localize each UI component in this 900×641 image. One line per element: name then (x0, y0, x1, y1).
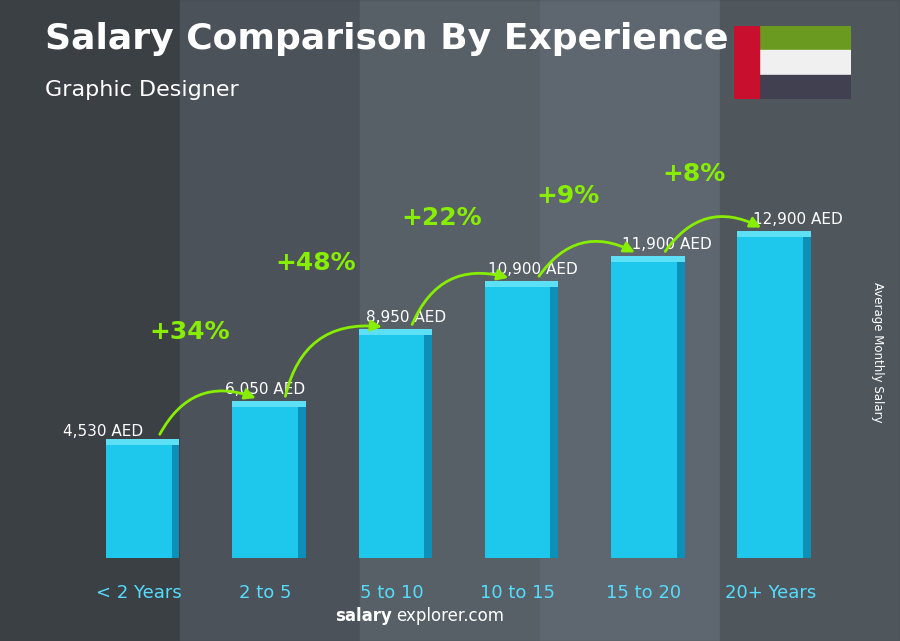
Text: 4,530 AED: 4,530 AED (63, 424, 143, 439)
Bar (551, 287, 558, 558)
Text: +8%: +8% (662, 162, 726, 187)
Bar (358, 335, 424, 558)
Bar (759, 50, 850, 75)
Bar (360, 0, 540, 641)
Text: 10 to 15: 10 to 15 (480, 583, 555, 601)
Text: < 2 Years: < 2 Years (96, 583, 182, 601)
Bar (172, 445, 179, 558)
Text: 6,050 AED: 6,050 AED (225, 383, 305, 397)
Bar (0, 0, 180, 641)
Text: Salary Comparison By Experience: Salary Comparison By Experience (45, 22, 728, 56)
Bar (298, 408, 306, 558)
Bar (759, 26, 850, 50)
Text: 11,900 AED: 11,900 AED (622, 237, 712, 252)
Text: salary: salary (335, 607, 392, 625)
Bar (803, 237, 811, 558)
Bar (759, 75, 850, 99)
Text: Graphic Designer: Graphic Designer (45, 80, 239, 100)
Bar (424, 335, 432, 558)
Bar (737, 237, 803, 558)
Text: 20+ Years: 20+ Years (724, 583, 816, 601)
Text: +48%: +48% (275, 251, 356, 275)
Bar (677, 262, 685, 558)
Text: 12,900 AED: 12,900 AED (753, 212, 843, 228)
Text: 8,950 AED: 8,950 AED (366, 310, 446, 326)
Text: 2 to 5: 2 to 5 (238, 583, 292, 601)
Bar (611, 256, 685, 262)
Bar (720, 0, 900, 641)
Bar (232, 408, 298, 558)
Text: 15 to 20: 15 to 20 (607, 583, 681, 601)
Bar (106, 439, 179, 445)
Bar (540, 0, 720, 641)
Text: 10,900 AED: 10,900 AED (488, 262, 578, 277)
Bar (734, 26, 759, 99)
Bar (232, 401, 306, 408)
Bar (485, 287, 551, 558)
Bar (358, 329, 432, 335)
Bar (106, 445, 172, 558)
Text: +9%: +9% (536, 184, 599, 208)
Text: 5 to 10: 5 to 10 (359, 583, 423, 601)
Text: explorer.com: explorer.com (396, 607, 504, 625)
Bar (737, 231, 811, 237)
Text: +34%: +34% (149, 320, 230, 344)
Bar (485, 281, 558, 287)
Text: +22%: +22% (401, 206, 482, 229)
Bar (611, 262, 677, 558)
Bar (180, 0, 360, 641)
Text: Average Monthly Salary: Average Monthly Salary (871, 282, 884, 423)
